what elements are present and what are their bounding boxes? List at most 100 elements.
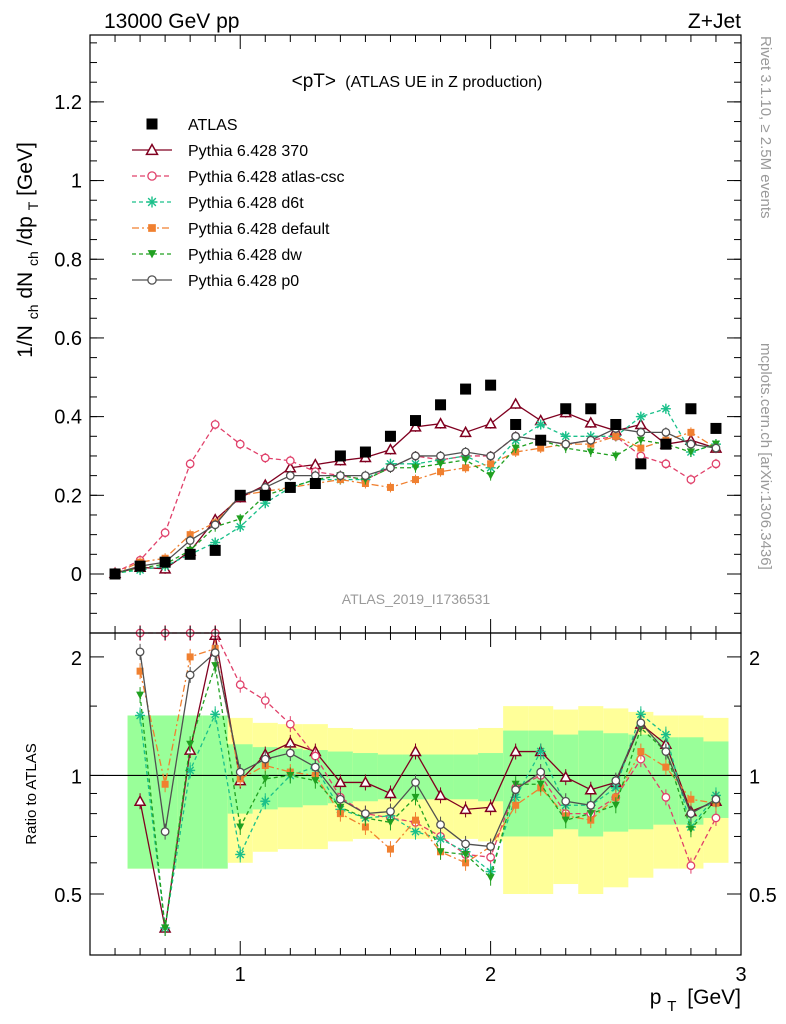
series-point-4-15 [486, 472, 495, 480]
x-axis-label-sub: T [667, 998, 676, 1015]
y-tick-label-1: 0.2 [54, 485, 82, 507]
legend-label-0: Pythia 6.428 370 [188, 143, 308, 160]
main-panel [89, 34, 742, 634]
legend-label-data: ATLAS [188, 117, 238, 134]
ratio-point-0-9 [334, 775, 347, 788]
series-point-1-4 [210, 420, 220, 429]
series-point-2-17 [535, 419, 546, 430]
ratio-point-2-13 [435, 833, 446, 844]
data-series [109, 379, 722, 580]
ratio-uncertainty-bands [127, 706, 729, 894]
data-point-11 [384, 430, 396, 442]
ratio-point-5-20 [611, 776, 621, 786]
rivet-version-label: Rivet 3.1.10, ≥ 2.5M events [757, 36, 774, 219]
ratio-point-1-23 [686, 861, 696, 871]
ratio-point-4-19 [586, 810, 595, 818]
data-point-12 [410, 415, 421, 427]
y-axis-label-part-1: 1/N [14, 325, 37, 358]
y-tick-label-4: 0.8 [54, 249, 82, 271]
ratio-point-0-10 [359, 775, 372, 788]
series-1 [110, 419, 721, 578]
x-axis-label-main: p [650, 986, 662, 1009]
ratio-point-3-12 [412, 816, 419, 824]
ratio-point-5-2 [160, 827, 170, 837]
series-point-5-18 [561, 439, 571, 449]
ratio-panel [89, 625, 742, 956]
x-tick-label-0: 1 [235, 964, 246, 986]
data-point-21 [635, 458, 647, 470]
series-point-3-13 [437, 468, 445, 476]
ratio-tick-label-right-2: 2 [749, 648, 760, 670]
series-point-3-20 [612, 432, 620, 440]
ratio-tick-label-0: 0.5 [54, 885, 82, 907]
ratio-point-1-15 [486, 852, 496, 862]
ratio-point-3-1 [136, 667, 144, 675]
legend-marker-3 [148, 224, 156, 232]
series-point-3-23 [687, 428, 695, 436]
ratio-point-4-11 [386, 818, 395, 827]
legend-marker-4 [147, 250, 157, 259]
series-point-4-14 [461, 456, 470, 464]
ratio-point-5-16 [511, 785, 521, 795]
ratio-point-3-10 [361, 823, 369, 831]
legend-marker-5 [147, 275, 157, 285]
band-inner-14 [453, 754, 479, 800]
ratio-point-0-14 [459, 802, 472, 815]
legend-label-3: Pythia 6.428 default [188, 221, 330, 238]
ratio-point-0-19 [584, 783, 598, 795]
series-point-3-11 [386, 483, 394, 491]
ratio-tick-label-1: 1 [71, 766, 82, 788]
ratio-point-5-22 [661, 747, 671, 756]
ratio-point-5-17 [536, 767, 546, 777]
y-axis-label-part-3: dN [14, 272, 37, 299]
series-point-5-9 [335, 471, 345, 481]
process-label: Z+Jet [688, 10, 741, 33]
ratio-point-1-5 [235, 680, 245, 690]
beam-energy-label: 13000 GeV pp [104, 10, 239, 33]
ratio-point-5-18 [561, 796, 571, 806]
mcplots-label: mcplots.cern.ch [arXiv:1306.3436] [757, 343, 774, 570]
y-axis-label-part-6: T [25, 201, 41, 210]
data-point-20 [610, 418, 622, 430]
ratio-point-1-22 [661, 792, 671, 802]
y-tick-label-0: 0 [71, 564, 82, 586]
series-point-4-16 [511, 444, 520, 453]
series-point-5-15 [486, 451, 496, 461]
ratio-point-5-23 [686, 809, 696, 819]
ratio-point-4-23 [686, 825, 695, 834]
ratio-point-0-1 [133, 794, 147, 806]
ratio-point-5-15 [486, 842, 496, 851]
series-point-4-12 [411, 464, 420, 472]
legend-marker-0 [145, 142, 159, 156]
ratio-point-1-6 [260, 696, 270, 705]
ratio-point-0-16 [509, 745, 522, 757]
legend-label-1: Pythia 6.428 atlas-csc [188, 169, 345, 186]
ratio-point-2-6 [260, 796, 271, 807]
ratio-series-5 [135, 643, 721, 855]
y-axis-label-part-2: ch [25, 305, 41, 320]
series-line-1 [114, 423, 717, 573]
ratio-point-0-15 [484, 800, 497, 813]
ratio-point-4-20 [611, 801, 620, 810]
ratio-point-5-1 [135, 647, 145, 657]
ratio-point-2-22 [660, 729, 671, 740]
series-point-5-16 [511, 431, 521, 441]
legend-label-4: Pythia 6.428 dw [188, 247, 302, 264]
ratio-point-3-3 [186, 653, 194, 661]
series-point-4-21 [636, 436, 645, 445]
data-point-14 [460, 383, 472, 395]
series-point-3-3 [186, 531, 194, 539]
legend-marker-1 [147, 171, 157, 181]
ratio-point-4-8 [311, 777, 320, 785]
series-point-0-11 [384, 443, 397, 455]
ratio-point-3-23 [687, 795, 695, 803]
series-point-1-6 [260, 453, 270, 463]
ratio-axis-label: Ratio to ATLAS [23, 743, 40, 844]
series-point-5-3 [185, 536, 195, 545]
series-point-3-12 [412, 476, 419, 484]
ratio-point-4-18 [561, 816, 570, 825]
series-point-4-23 [686, 448, 695, 457]
data-point-3 [184, 548, 196, 560]
axes-ticks: 0 0.2 0.4 0.6 0.8 1 1.2 1 2 3 0.5 0.5 1 1 2 2 [54, 35, 777, 986]
